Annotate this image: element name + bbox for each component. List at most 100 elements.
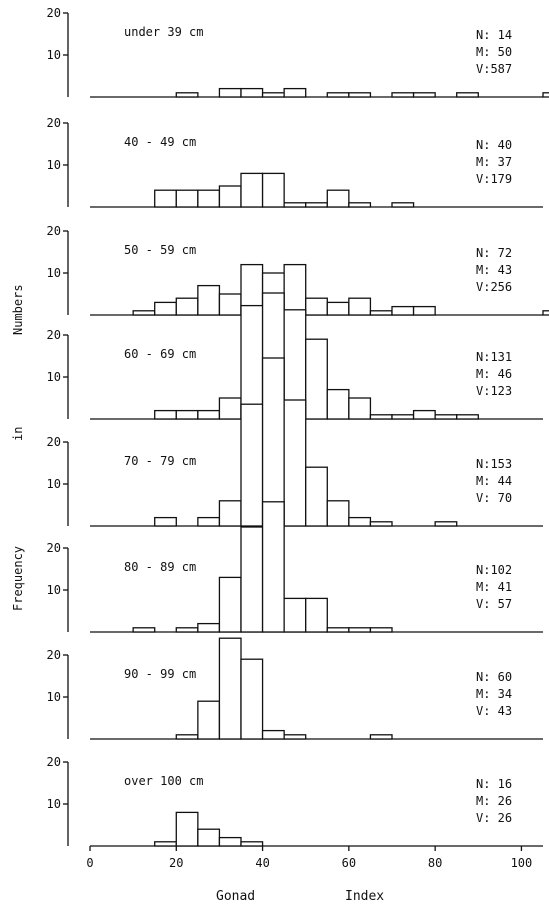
x-axis: 0 20 40 60 80 100 bbox=[86, 846, 532, 870]
panel-stat-v: V: 26 bbox=[476, 811, 512, 825]
panel-stat-n: N:131 bbox=[476, 350, 512, 364]
histogram-bar bbox=[326, 92, 350, 98]
panel-stat-v: V:256 bbox=[476, 280, 512, 294]
y-tick-label: 20 bbox=[47, 224, 61, 238]
panel-length-label: 70 - 79 cm bbox=[124, 454, 196, 468]
panel-stat-v: V: 57 bbox=[476, 597, 512, 611]
panel-length-label: 40 - 49 cm bbox=[124, 135, 196, 149]
panel-stat-n: N:102 bbox=[476, 563, 512, 577]
histogram-bar bbox=[283, 263, 307, 316]
histogram-bar bbox=[240, 172, 264, 208]
panel-stat-m: M: 44 bbox=[476, 474, 512, 488]
x-tick-label: 0 bbox=[86, 856, 93, 870]
histogram-bar bbox=[261, 729, 285, 740]
histogram-bar bbox=[261, 357, 285, 527]
histogram-bar bbox=[305, 297, 328, 316]
histogram-bar bbox=[154, 841, 177, 847]
x-tick-label: 60 bbox=[342, 856, 356, 870]
histogram-bar bbox=[197, 828, 221, 847]
histogram-bar bbox=[326, 500, 350, 527]
histogram-bar bbox=[197, 622, 221, 633]
histogram-bar bbox=[154, 301, 177, 316]
panel-stat-n: N: 60 bbox=[476, 670, 512, 684]
histogram-bar bbox=[391, 305, 415, 316]
panel-length-label: 80 - 89 cm bbox=[124, 560, 196, 574]
histogram-bar bbox=[154, 189, 177, 208]
histogram-bar bbox=[412, 305, 436, 316]
histogram-bar bbox=[326, 301, 350, 316]
panel-2: 10 20 40 - 49 cm N: 40 M: 37 V:179 bbox=[47, 116, 543, 208]
histogram-bar bbox=[197, 284, 221, 316]
panel-1: 10 20 under 39 cm N: 14 M: 50 V:587 bbox=[47, 6, 549, 98]
x-tick-label: 20 bbox=[169, 856, 183, 870]
y-tick-label: 10 bbox=[47, 797, 61, 811]
histogram-bar bbox=[240, 658, 264, 740]
panel-length-label: over 100 cm bbox=[124, 774, 203, 788]
panels-layer: 10 20 under 39 cm N: 14 M: 50 V:587 10 20 40 - 4… bbox=[47, 6, 549, 847]
histogram-bar bbox=[218, 637, 242, 740]
histogram-bar bbox=[218, 500, 242, 527]
histogram-bar bbox=[240, 403, 264, 527]
panel-stat-n: N:153 bbox=[476, 457, 512, 471]
histogram-bar bbox=[283, 597, 307, 633]
histogram-bar bbox=[305, 338, 328, 420]
histogram-bar bbox=[154, 516, 177, 527]
histogram-bar bbox=[261, 501, 285, 633]
y-tick-label: 20 bbox=[47, 755, 61, 769]
y-tick-label: 10 bbox=[47, 690, 61, 704]
panel-stat-v: V:587 bbox=[476, 62, 512, 76]
histogram-bar bbox=[218, 836, 242, 847]
panel-3: 10 20 50 - 59 cm N: 72 M: 43 V:256 bbox=[47, 224, 549, 316]
histogram-bar bbox=[175, 92, 199, 98]
panel-stat-n: N: 72 bbox=[476, 246, 512, 260]
panel-stat-m: M: 26 bbox=[476, 794, 512, 808]
histogram-bar bbox=[240, 304, 264, 420]
histogram-bar bbox=[283, 87, 307, 98]
histogram-bar bbox=[261, 172, 285, 208]
panel-stat-m: M: 43 bbox=[476, 263, 512, 277]
histogram-bar bbox=[240, 841, 264, 847]
histogram-bar bbox=[326, 189, 350, 208]
panel-stat-v: V: 43 bbox=[476, 704, 512, 718]
histogram-bar bbox=[197, 700, 221, 740]
y-tick-label: 10 bbox=[47, 48, 61, 62]
x-axis-label-index: Index bbox=[345, 889, 384, 904]
y-axis-label-numbers: Numbers bbox=[11, 284, 25, 335]
y-tick-label: 10 bbox=[47, 370, 61, 384]
histogram-bar bbox=[369, 734, 393, 740]
panel-6: 10 20 80 - 89 cm N:102 M: 41 V: 57 bbox=[47, 501, 543, 633]
histogram-bar bbox=[218, 185, 242, 208]
panel-stat-n: N: 40 bbox=[476, 138, 512, 152]
histogram-bar bbox=[305, 597, 328, 633]
histogram-bar bbox=[175, 811, 199, 847]
panel-stat-v: V:123 bbox=[476, 384, 512, 398]
panel-stat-m: M: 50 bbox=[476, 45, 512, 59]
y-tick-label: 10 bbox=[47, 477, 61, 491]
histogram-bar bbox=[456, 92, 479, 98]
y-tick-label: 10 bbox=[47, 583, 61, 597]
histogram-bar bbox=[326, 388, 350, 420]
histogram-bar bbox=[218, 576, 242, 633]
histogram-bar bbox=[283, 734, 307, 740]
histogram-bar bbox=[348, 516, 372, 527]
x-axis-label-gonad: Gonad bbox=[216, 889, 255, 904]
panel-length-label: 60 - 69 cm bbox=[124, 347, 196, 361]
y-tick-label: 10 bbox=[47, 158, 61, 172]
y-tick-label: 20 bbox=[47, 6, 61, 20]
histogram-bar bbox=[369, 627, 393, 633]
panel-stat-n: N: 16 bbox=[476, 777, 512, 791]
panel-length-label: 90 - 99 cm bbox=[124, 667, 196, 681]
panel-stat-v: V:179 bbox=[476, 172, 512, 186]
histogram-bar bbox=[305, 466, 328, 527]
histogram-bar bbox=[218, 87, 242, 98]
histogram-bar bbox=[542, 92, 549, 98]
histogram-bar bbox=[391, 92, 415, 98]
histogram-bar bbox=[305, 202, 328, 208]
histogram-bar bbox=[261, 92, 285, 98]
histogram-bar bbox=[240, 526, 264, 633]
histogram-bar bbox=[283, 399, 307, 527]
x-tick-label: 80 bbox=[428, 856, 442, 870]
histogram-bar bbox=[348, 627, 372, 633]
panel-stat-n: N: 14 bbox=[476, 28, 512, 42]
